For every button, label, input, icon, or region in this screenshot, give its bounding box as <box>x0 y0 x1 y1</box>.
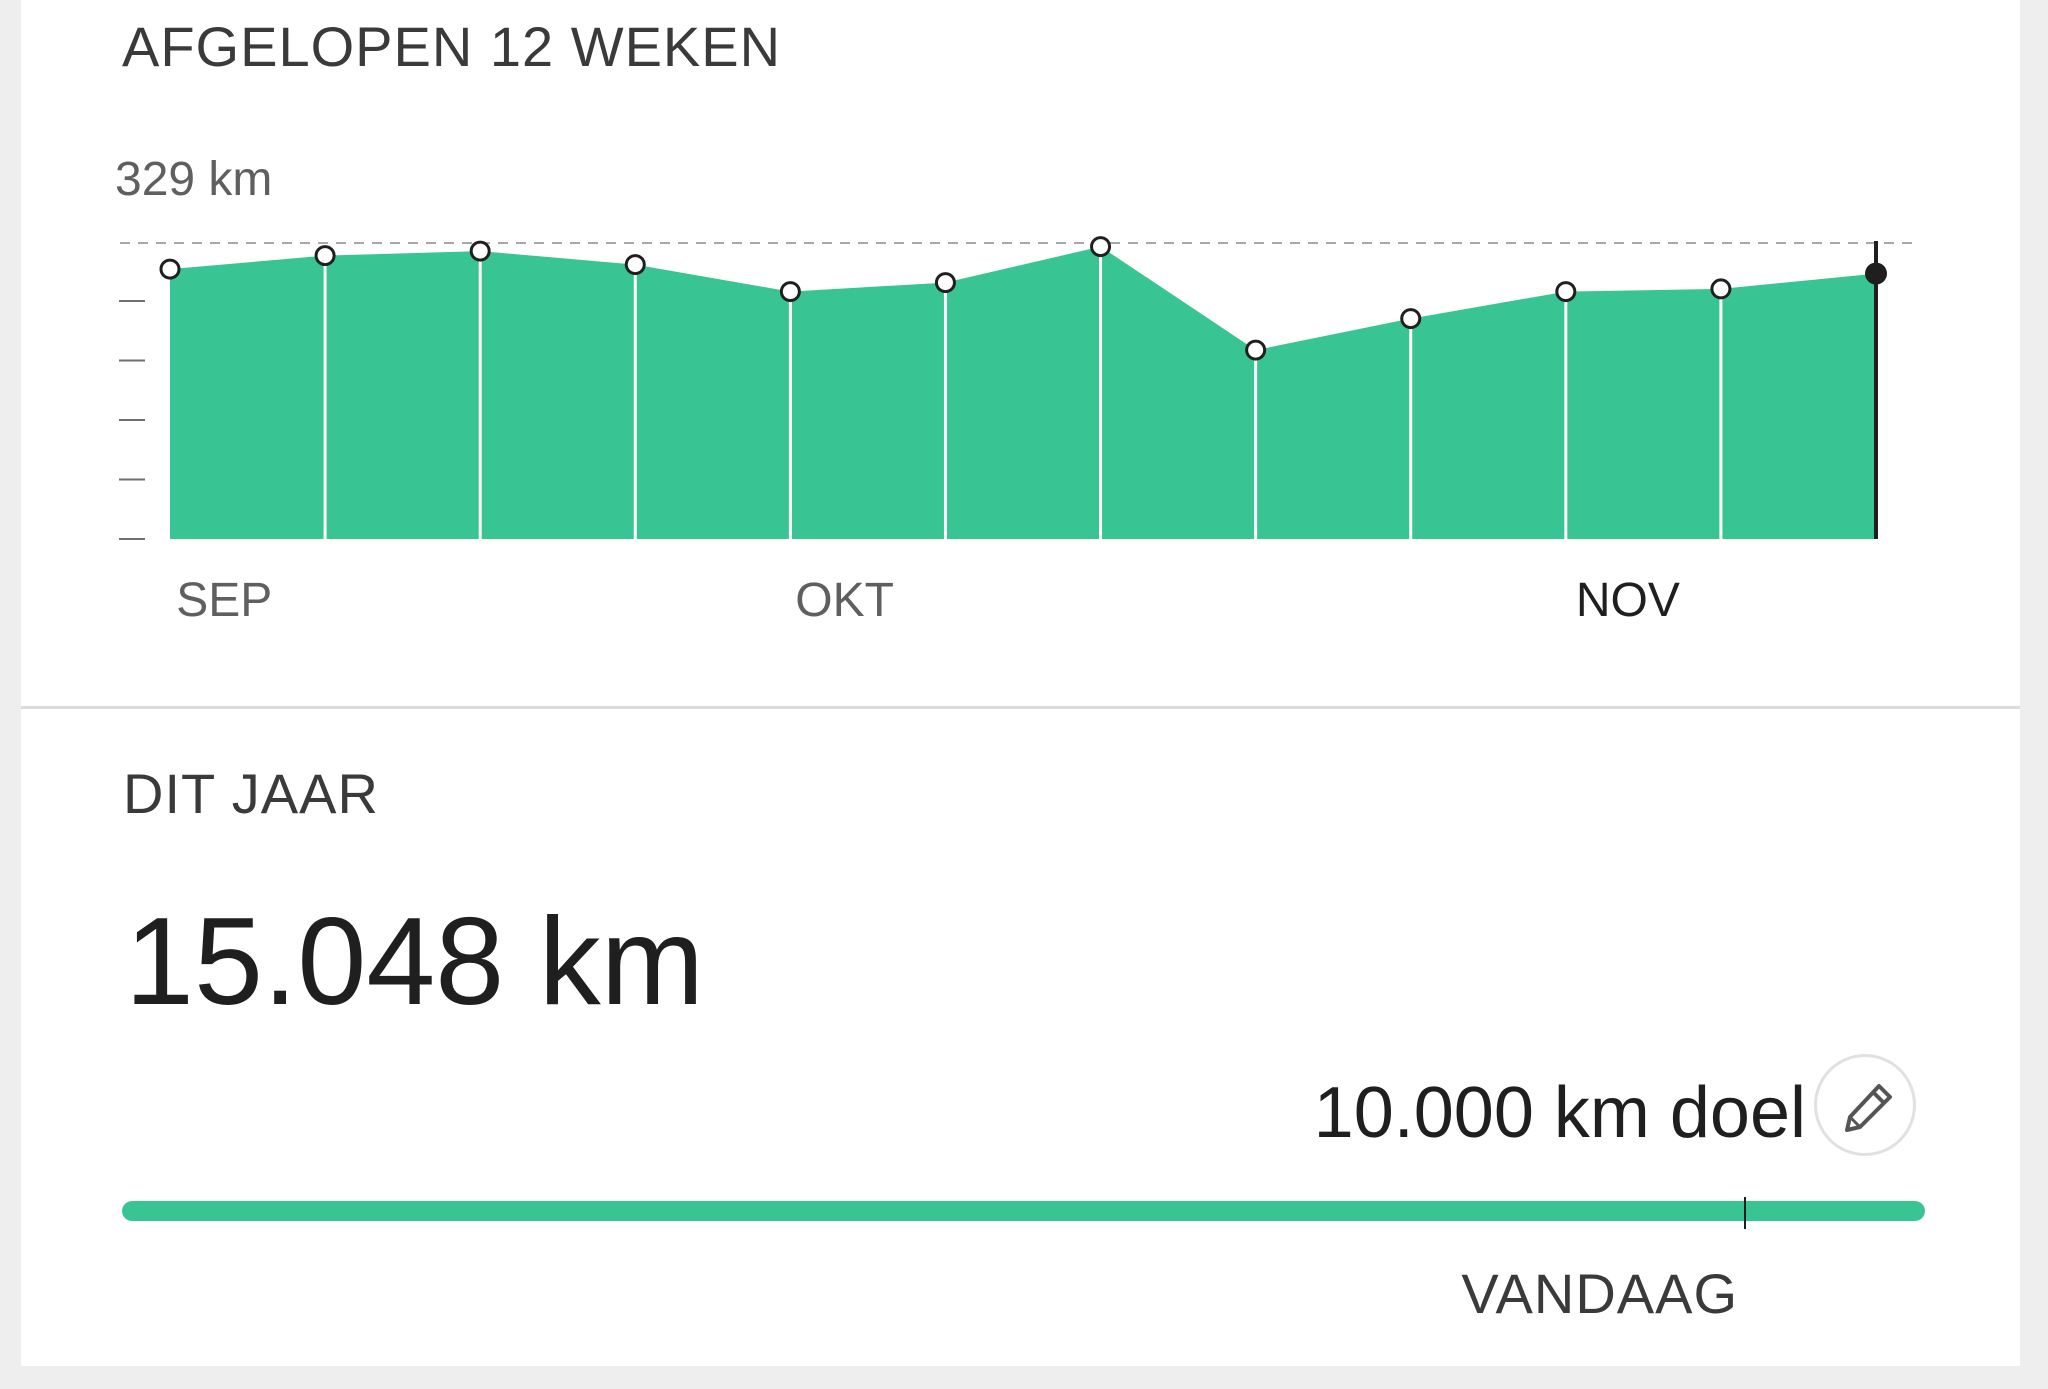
month-label-nov: NOV <box>1576 574 1680 627</box>
year-card: DIT JAAR 15.048 km 10.000 km doel VANDAA… <box>21 709 2020 1366</box>
month-label-okt: OKT <box>795 574 894 627</box>
y-axis-ticks <box>119 300 145 540</box>
year-total-distance: 15.048 km <box>125 893 705 1031</box>
y-axis-max-label: 329 km <box>115 153 272 206</box>
week-point <box>779 281 801 303</box>
week-point <box>1090 236 1112 258</box>
goal-progress-bar <box>122 1201 1925 1221</box>
week-point <box>1400 308 1422 330</box>
week-point <box>1245 339 1267 361</box>
weekly-area <box>170 246 1876 539</box>
pencil-icon <box>1845 1084 1892 1132</box>
month-labels: SEP OKT NOV <box>176 574 1680 627</box>
week-point <box>314 245 336 267</box>
goal-progress-fill <box>122 1201 1925 1221</box>
today-marker <box>1743 1197 1746 1229</box>
today-label: VANDAAG <box>1461 1262 1739 1325</box>
weeks-card-title: AFGELOPEN 12 WEKEN <box>122 15 782 78</box>
week-point <box>469 240 491 262</box>
month-label-sep: SEP <box>176 574 272 627</box>
year-card-title: DIT JAAR <box>123 762 379 825</box>
week-point <box>1710 278 1732 300</box>
week-point <box>934 272 956 294</box>
weekly-distance-chart: 329 km SEP OKT NOV <box>115 153 1920 627</box>
year-goal-label: 10.000 km doel <box>1313 1073 1806 1153</box>
week-dividers <box>323 246 1723 539</box>
week-point <box>624 254 646 276</box>
week-point <box>1555 281 1577 303</box>
current-week-point <box>1865 262 1887 285</box>
edit-goal-button[interactable] <box>1814 1054 1916 1156</box>
week-points <box>159 236 1887 361</box>
week-point <box>159 258 181 280</box>
